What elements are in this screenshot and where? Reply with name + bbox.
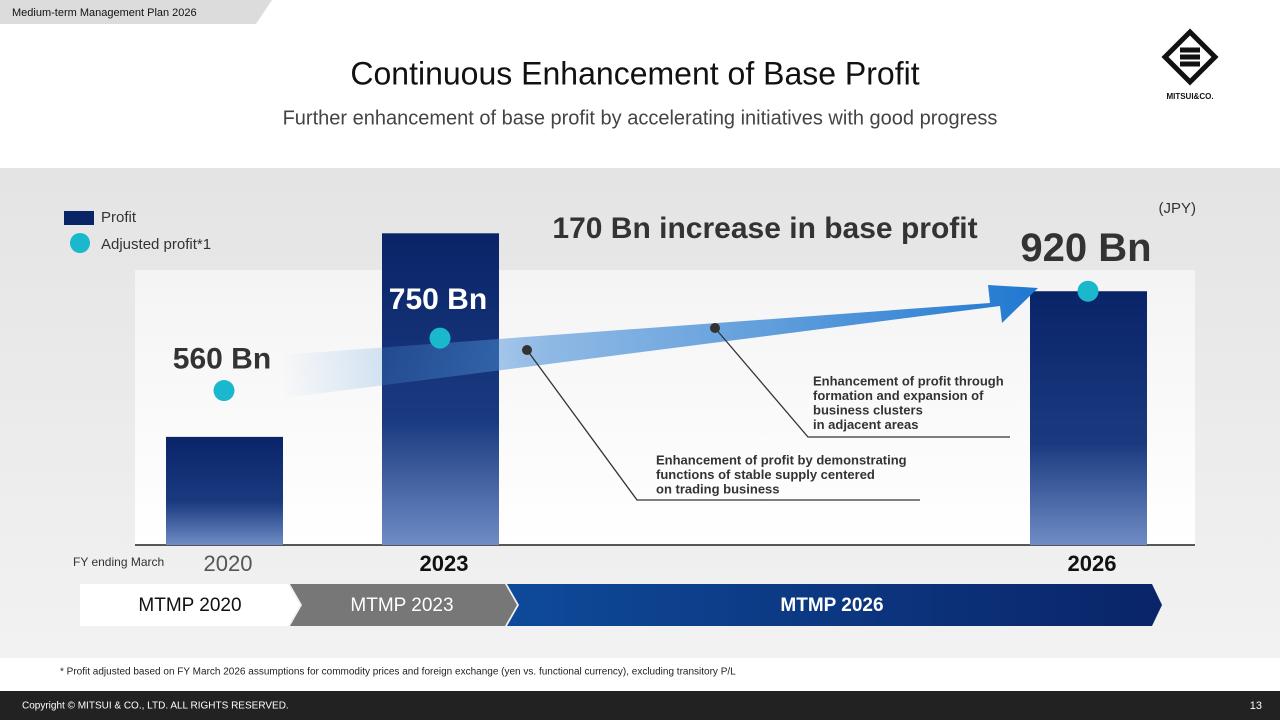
bar [1030, 291, 1147, 545]
callout-text: Enhancement of profit by demonstrating [656, 452, 907, 467]
x-tick-label: 2026 [1068, 551, 1117, 576]
adjusted-point [429, 327, 451, 349]
header-tab [0, 0, 272, 24]
growth-arrow [280, 285, 1038, 398]
x-axis-label: FY ending March [73, 555, 164, 569]
headline: 170 Bn increase in base profit [552, 212, 977, 245]
title: Continuous Enhancement of Base Profit [350, 55, 919, 91]
legend-label: Adjusted profit*1 [101, 236, 211, 253]
legend-swatch [64, 211, 94, 225]
bar [166, 436, 283, 545]
value-label: 560 Bn [173, 342, 271, 375]
bar [382, 233, 499, 545]
callout-text: business clusters [813, 402, 923, 417]
adjusted-point [213, 380, 235, 402]
value-label: 920 Bn [1020, 226, 1151, 270]
period-chevron [80, 584, 300, 626]
footnote: * Profit adjusted based on FY March 2026… [60, 667, 736, 678]
callout-text: on trading business [656, 481, 780, 496]
footer-bar [0, 691, 1280, 720]
legend: Profit Adjusted profit*1 [64, 209, 211, 253]
x-tick-label: 2020 [204, 551, 253, 576]
adjusted-point [1077, 280, 1099, 302]
logo-mark [1161, 28, 1219, 86]
callout-lines [526, 327, 1010, 501]
subtitle: Further enhancement of base profit by ac… [283, 107, 998, 129]
callout-text: Enhancement of profit through [813, 373, 1004, 388]
value-label: 750 Bn [389, 283, 487, 316]
period-chevron [507, 584, 1162, 626]
legend-swatch [70, 233, 90, 253]
page-number: 13 [1250, 700, 1262, 712]
callout-dot [522, 345, 532, 355]
period-label: MTMP 2026 [780, 595, 883, 616]
plot-area [135, 270, 1195, 545]
logo-text: MITSUI&CO. [1166, 92, 1213, 101]
legend-label: Profit [101, 209, 137, 226]
x-tick-label: 2023 [420, 551, 469, 576]
callout-dot [710, 323, 720, 333]
copyright: Copyright © MITSUI & CO., LTD. ALL RIGHT… [22, 701, 289, 712]
unit-label: (JPY) [1159, 200, 1197, 217]
period-chevron [290, 584, 517, 626]
callout-text: in adjacent areas [813, 417, 919, 432]
callout-text: functions of stable supply centered [656, 467, 875, 482]
header-tag: Medium-term Management Plan 2026 [12, 7, 197, 19]
period-label: MTMP 2023 [350, 595, 453, 616]
period-label: MTMP 2020 [138, 595, 241, 616]
callout-text: formation and expansion of [813, 388, 984, 403]
